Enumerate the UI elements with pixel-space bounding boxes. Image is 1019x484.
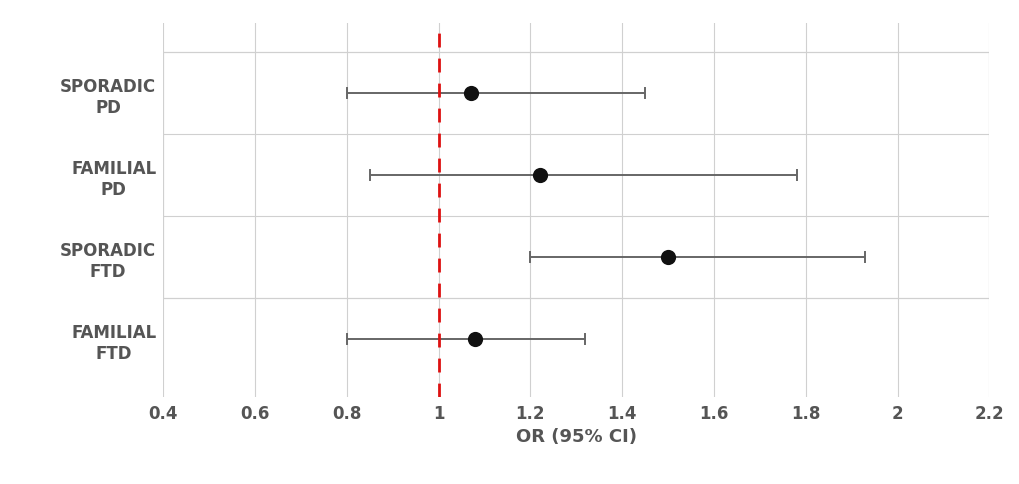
Point <box>463 90 479 98</box>
Point <box>467 336 483 344</box>
X-axis label: OR (95% CI): OR (95% CI) <box>516 427 636 445</box>
Point <box>531 172 547 180</box>
Point <box>659 254 676 261</box>
